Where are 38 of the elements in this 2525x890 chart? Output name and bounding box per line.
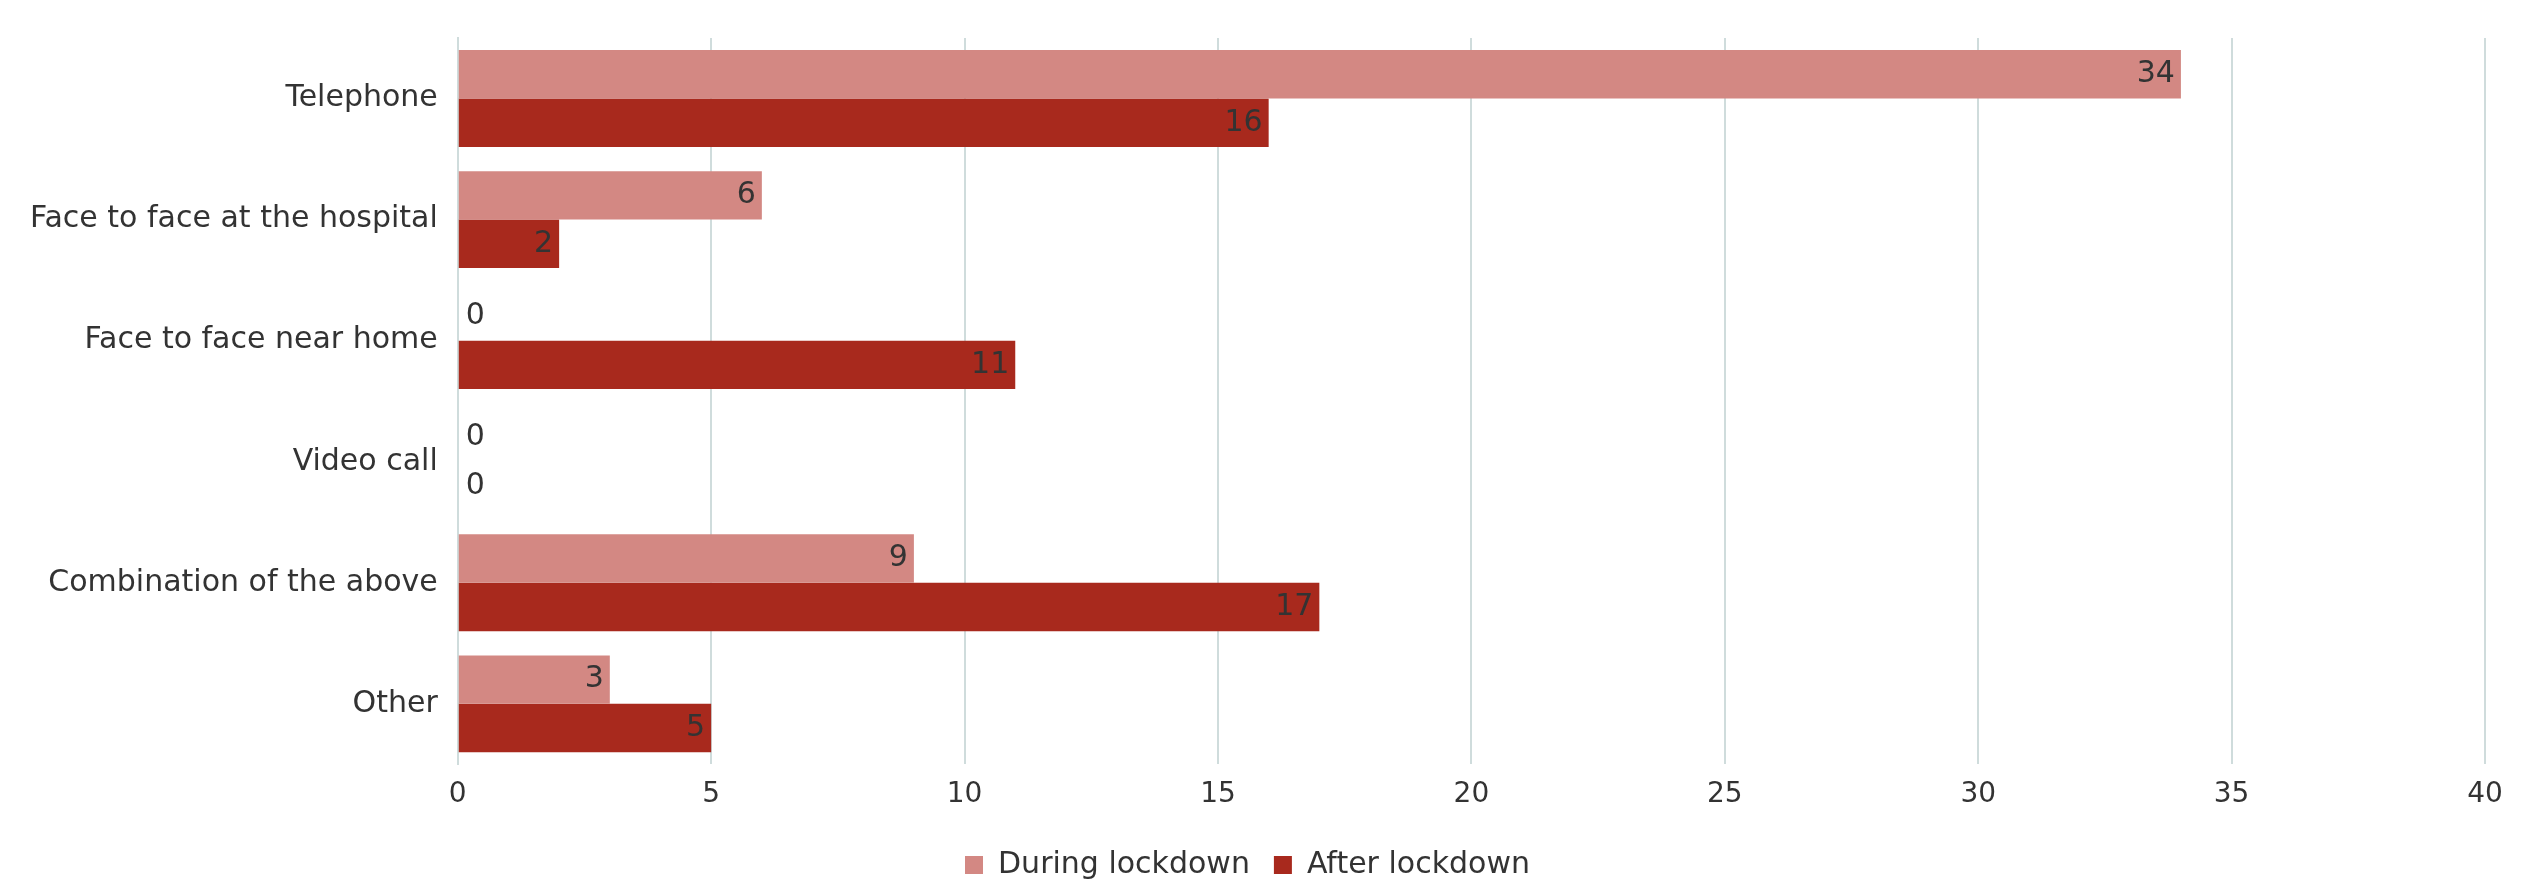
bar — [458, 98, 1269, 147]
y-tick-label: Telephone — [284, 78, 438, 114]
bar — [458, 534, 914, 583]
legend-label: After lockdown — [1306, 844, 1530, 880]
x-tick-label: 20 — [1453, 776, 1490, 810]
data-label: 5 — [686, 707, 706, 743]
x-tick-label: 10 — [946, 776, 983, 810]
data-label: 11 — [971, 344, 1010, 380]
x-tick-label: 25 — [1706, 776, 1743, 810]
bar — [458, 50, 2181, 99]
y-tick-label: Face to face near home — [84, 320, 438, 356]
bar — [458, 219, 560, 269]
legend-label: During lockdown — [998, 844, 1250, 880]
x-tick-label: 15 — [1200, 776, 1236, 810]
bar — [458, 582, 1320, 632]
data-label: 2 — [534, 223, 554, 259]
data-label: 0 — [465, 296, 485, 332]
y-tick-label: Video call — [292, 441, 438, 477]
data-label: 17 — [1275, 586, 1314, 622]
data-label: 34 — [2136, 54, 2175, 90]
bar — [458, 340, 1016, 390]
bar — [458, 171, 762, 220]
x-tick-label: 35 — [2213, 776, 2250, 810]
y-tick-label: Combination of the above — [48, 562, 438, 598]
data-label: 0 — [465, 417, 485, 453]
data-label: 6 — [736, 175, 756, 211]
bar — [458, 655, 610, 704]
data-label: 9 — [888, 538, 908, 574]
y-tick-label: Face to face at the hospital — [29, 199, 438, 235]
bar — [458, 703, 712, 753]
x-tick-label: 40 — [2467, 776, 2503, 810]
data-label: 16 — [1224, 102, 1263, 138]
x-tick-label: 30 — [1960, 776, 1997, 810]
y-tick-label: Other — [352, 683, 439, 719]
x-tick-label: 5 — [702, 776, 721, 810]
x-tick-label: 0 — [448, 776, 467, 810]
data-label: 0 — [465, 465, 485, 501]
data-label: 3 — [584, 659, 604, 695]
